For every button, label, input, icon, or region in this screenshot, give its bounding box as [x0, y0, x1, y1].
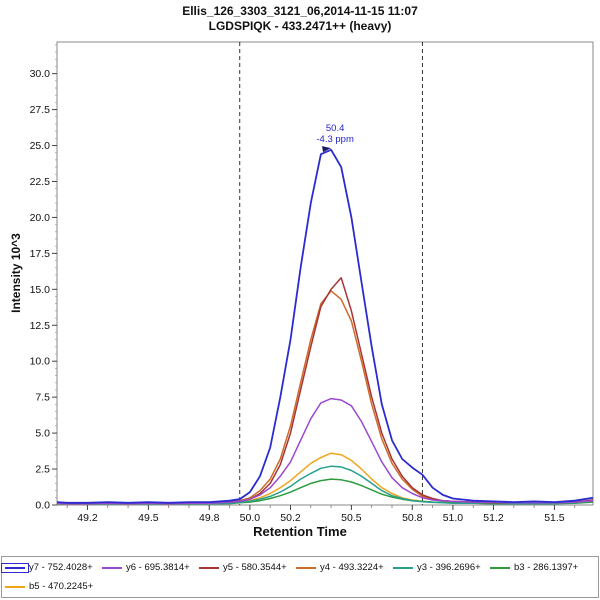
x-tick-label: 50.5	[341, 512, 362, 524]
y-tick-label: 30.0	[30, 68, 51, 80]
legend-line-swatch	[296, 566, 316, 569]
legend-line-swatch	[393, 566, 413, 569]
legend-item-label: b5 - 470.2245+	[29, 581, 94, 592]
y-tick-label: 12.5	[30, 320, 51, 332]
peak-annotation-line: -4.3 ppm	[316, 134, 354, 145]
y-tick-label: 17.5	[30, 248, 51, 260]
legend-item-y4[interactable]: y4 - 493.3224+	[296, 558, 393, 577]
x-tick-label: 50.8	[402, 512, 423, 524]
chart-subtitle: LGDSPIQK - 433.2471++ (heavy)	[208, 19, 392, 33]
y-tick-label: 22.5	[30, 176, 51, 188]
x-tick-label: 50.2	[280, 512, 301, 524]
x-axis-label: Retention Time	[253, 524, 347, 539]
legend-line-swatch	[490, 566, 510, 569]
y-axis-label: Intensity 10^3	[9, 233, 23, 313]
legend-item-y7[interactable]: y7 - 752.4028+	[1, 558, 102, 577]
legend-item-b5[interactable]: b5 - 470.2245+	[5, 577, 102, 596]
legend-line-swatch	[102, 566, 122, 569]
chart-title: Ellis_126_3303_3121_06,2014-11-15 11:07	[182, 4, 418, 18]
legend-item-label: y3 - 396.2696+	[417, 562, 481, 573]
series-lines	[56, 148, 594, 505]
x-tick-label: 51.5	[544, 512, 565, 524]
x-tick-label: 51.2	[483, 512, 504, 524]
x-tick-label: 50.0	[240, 512, 261, 524]
x-tick-label: 49.5	[138, 512, 159, 524]
y-tick-label: 0.0	[35, 500, 50, 512]
peak-apex-marker	[322, 146, 332, 153]
axes: 49.2 49.5 49.8 50.0 50.2 50.5 50.8 51.0 51.2 51.5…	[30, 44, 576, 524]
y-tick-label: 2.5	[35, 464, 50, 476]
series-line-y7[interactable]	[56, 148, 594, 504]
legend-item-label: y4 - 493.3224+	[320, 562, 384, 573]
y-tick-label: 20.0	[30, 212, 51, 224]
peak-annotation-line: 50.4	[326, 123, 345, 134]
y-tick-label: 5.0	[35, 428, 50, 440]
chromatogram-plot[interactable]: 49.2 49.5 49.8 50.0 50.2 50.5 50.8 51.0 51.2 51.5…	[0, 0, 600, 545]
legend-line-swatch	[5, 585, 25, 588]
legend-item-label: y5 - 580.3544+	[223, 562, 287, 573]
legend-line-swatch	[1, 562, 29, 573]
x-tick-label: 51.0	[443, 512, 464, 524]
legend: y7 - 752.4028+ y6 - 695.3814+ y5 - 580.354…	[1, 556, 599, 598]
y-tick-label: 7.5	[35, 392, 50, 404]
x-tick-label: 49.2	[77, 512, 98, 524]
plot-area[interactable]	[56, 41, 594, 506]
y-tick-label: 10.0	[30, 356, 51, 368]
legend-item-label: y6 - 695.3814+	[126, 562, 190, 573]
legend-line-swatch	[199, 566, 219, 569]
legend-item-b3[interactable]: b3 - 286.1397+	[490, 558, 587, 577]
legend-item-y5[interactable]: y5 - 580.3544+	[199, 558, 296, 577]
x-tick-label: 49.8	[199, 512, 220, 524]
y-tick-label: 27.5	[30, 104, 51, 116]
series-line-y6[interactable]	[56, 397, 594, 505]
legend-item-label: y7 - 752.4028+	[29, 562, 93, 573]
legend-item-y3[interactable]: y3 - 396.2696+	[393, 558, 490, 577]
y-tick-label: 15.0	[30, 284, 51, 296]
peak-annotation[interactable]: 50.4-4.3 ppm	[316, 123, 354, 153]
legend-item-y6[interactable]: y6 - 695.3814+	[102, 558, 199, 577]
y-tick-label: 25.0	[30, 140, 51, 152]
legend-item-label: b3 - 286.1397+	[514, 562, 579, 573]
